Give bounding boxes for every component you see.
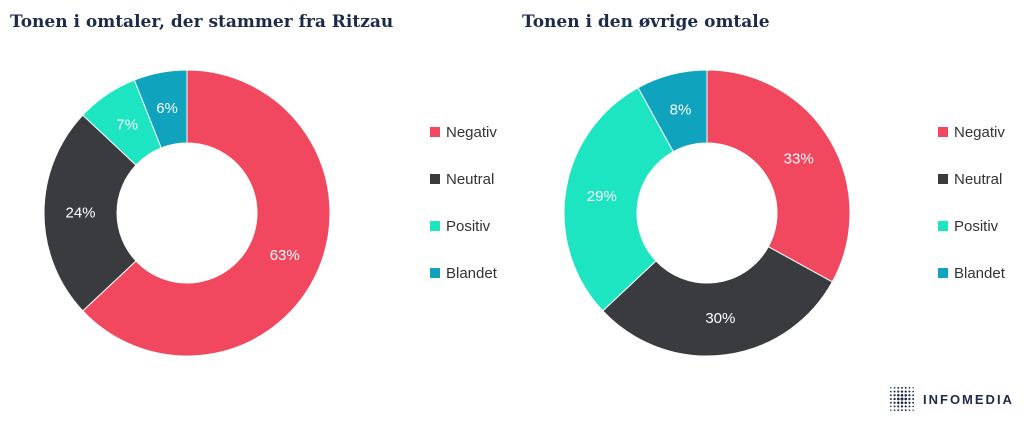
legend-oevrige: Negativ Neutral Positiv Blandet [938,121,1005,309]
slice-negativ-oevrige [706,69,851,283]
slice-positiv-oevrige [563,87,674,312]
legend-item-positiv-ritzau: Positiv [430,215,497,237]
legend-item-negativ-ritzau: Negativ [430,121,497,143]
legend-swatch-neutral [938,174,948,184]
legend-item-negativ-oevrige: Negativ [938,121,1005,143]
legend-item-positiv-oevrige: Positiv [938,215,1005,237]
legend-item-blandet-ritzau: Blandet [430,262,497,284]
slice-label-neutral-oevrige: 30% [705,310,735,327]
legend-label-blandet: Blandet [446,264,497,282]
legend-swatch-positiv [938,221,948,231]
slice-label-negativ-ritzau: 63% [270,247,300,264]
legend-swatch-neutral [430,174,440,184]
slice-blandet-ritzau [133,69,188,149]
slice-label-blandet-ritzau: 6% [156,100,178,117]
legend-item-blandet-oevrige: Blandet [938,262,1005,284]
legend-label-positiv: Positiv [446,217,491,235]
legend-swatch-negativ [430,127,440,137]
infomedia-brand: INFOMEDIA [889,386,1014,412]
donut-chart-ritzau: 63% 24% 7% 6% [43,69,331,357]
donut-chart-oevrige: 33% 30% 29% 8% [563,69,851,357]
slice-label-positiv-oevrige: 29% [587,188,617,205]
legend-swatch-blandet [938,268,948,278]
legend-label-negativ: Negativ [954,123,1005,141]
brand-name: INFOMEDIA [923,391,1014,407]
legend-ritzau: Negativ Neutral Positiv Blandet [430,121,497,309]
legend-label-neutral: Neutral [954,170,1003,188]
slice-blandet-oevrige [637,69,708,153]
chart-title-oevrige: Tonen i den øvrige omtale [522,12,770,32]
slice-label-blandet-oevrige: 8% [670,101,692,118]
legend-item-neutral-ritzau: Neutral [430,168,497,190]
legend-swatch-positiv [430,221,440,231]
legend-label-neutral: Neutral [446,170,495,188]
legend-label-negativ: Negativ [446,123,497,141]
slice-negativ-ritzau [82,69,331,357]
legend-label-blandet: Blandet [954,264,1005,282]
slice-neutral-oevrige [602,246,833,357]
legend-swatch-negativ [938,127,948,137]
slice-label-neutral-ritzau: 24% [65,205,95,222]
legend-swatch-blandet [430,268,440,278]
slice-label-negativ-oevrige: 33% [784,150,814,167]
infomedia-dot-grid-icon [889,386,915,412]
chart-title-ritzau: Tonen i omtaler, der stammer fra Ritzau [10,12,394,32]
slice-label-positiv-ritzau: 7% [116,116,138,133]
legend-label-positiv: Positiv [954,217,999,235]
slice-neutral-ritzau [43,114,137,312]
legend-item-neutral-oevrige: Neutral [938,168,1005,190]
